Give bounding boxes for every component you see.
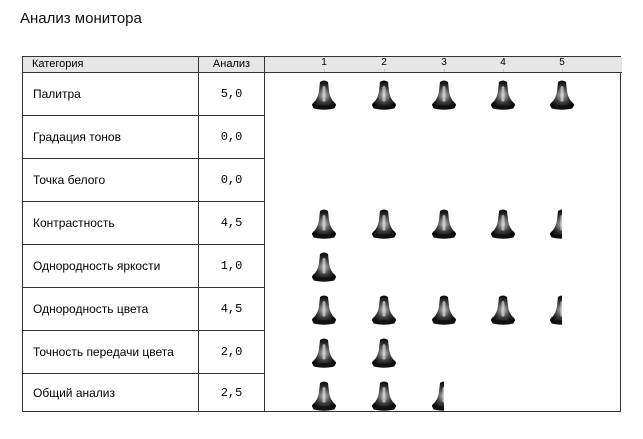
bell-icon [489,79,517,111]
scale-label-1: 1 [321,57,327,68]
bell-icon [430,294,458,326]
table-row: Общий анализ 2,5 [23,374,265,412]
bell-icon [548,79,576,111]
scale-label-5: 5 [559,57,565,68]
bell-icon [370,79,398,111]
analysis-cell: 0,0 [199,116,265,159]
scale-gridline [503,69,504,72]
bell-icon [548,208,562,240]
category-cell: Палитра [23,73,199,116]
bell-icon [370,380,398,412]
table-row: Градация тонов 0,0 [23,116,265,159]
header-scale: 1 2 3 4 5 [265,57,622,73]
table-row: Однородность яркости 1,0 [23,245,265,288]
bell-icon [370,337,398,369]
category-cell: Однородность цвета [23,288,199,331]
scale-gridline [384,69,385,72]
bell-icon [310,337,338,369]
analysis-cell: 4,5 [199,288,265,331]
bell-icon [548,294,562,326]
bell-icon [370,208,398,240]
page-title: Анализ монитора [20,10,142,27]
bell-icon [430,380,444,412]
bell-icon [489,208,517,240]
analysis-cell: 4,5 [199,202,265,245]
table-row: Точка белого 0,0 [23,159,265,202]
bell-icon [310,208,338,240]
bell-icon [430,79,458,111]
table-row: Палитра 5,0 [23,73,265,116]
analysis-table: Категория Анализ 1 2 3 4 5 Палитра 5,0 Г… [22,56,622,412]
analysis-cell: 2,0 [199,331,265,374]
table-row: Точность передачи цвета 2,0 [23,331,265,374]
bell-icon [310,79,338,111]
bell-icon [310,294,338,326]
analysis-cell: 2,5 [199,374,265,412]
table-row: Контрастность 4,5 [23,202,265,245]
category-cell: Контрастность [23,202,199,245]
category-cell: Однородность яркости [23,245,199,288]
scale-label-4: 4 [500,57,506,68]
header-analysis: Анализ [199,57,265,73]
category-cell: Точность передачи цвета [23,331,199,374]
category-cell: Градация тонов [23,116,199,159]
scale-label-3: 3 [441,57,447,68]
scale-gridline [324,69,325,72]
bell-icon [370,294,398,326]
bell-icon [310,251,338,283]
bell-icon [430,208,458,240]
scale-gridline [444,69,445,72]
analysis-cell: 1,0 [199,245,265,288]
category-cell: Общий анализ [23,374,199,412]
bell-icon [489,294,517,326]
header-category: Категория [23,57,199,73]
rating-area [265,73,622,411]
scale-gridline [562,69,563,72]
scale-label-2: 2 [381,57,387,68]
table-row: Однородность цвета 4,5 [23,288,265,331]
bell-icon [310,380,338,412]
category-cell: Точка белого [23,159,199,202]
analysis-cell: 0,0 [199,159,265,202]
analysis-cell: 5,0 [199,73,265,116]
